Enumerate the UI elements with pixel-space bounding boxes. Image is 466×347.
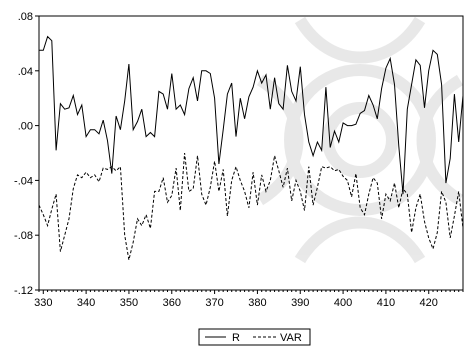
x-tick-label: 420 xyxy=(420,297,438,309)
x-tick-label: 410 xyxy=(377,297,395,309)
legend: R VAR xyxy=(198,328,311,346)
x-tick-label: 340 xyxy=(77,297,95,309)
x-tick-label: 360 xyxy=(163,297,181,309)
y-tick-label: -.12 xyxy=(14,285,33,297)
y-tick-label: .00 xyxy=(18,121,33,133)
legend-label-r: R xyxy=(232,332,240,344)
x-tick-label: 380 xyxy=(248,297,266,309)
plot-area xyxy=(38,15,464,291)
y-tick-label: .08 xyxy=(18,11,33,23)
x-axis: 330 340 350 360 370 380 390 400 410 420 xyxy=(34,290,464,309)
x-tick-label: 330 xyxy=(34,297,52,309)
x-tick-label: 370 xyxy=(205,297,223,309)
x-tick-label: 390 xyxy=(291,297,309,309)
y-tick-label: -.08 xyxy=(14,230,33,242)
y-tick-label: -.04 xyxy=(14,175,33,187)
x-tick-label: 400 xyxy=(334,297,352,309)
series-r-line xyxy=(39,35,463,195)
y-tick-label: .04 xyxy=(18,66,33,78)
plot-frame xyxy=(38,15,464,291)
watermark xyxy=(256,16,464,264)
x-tick-label: 350 xyxy=(120,297,138,309)
legend-label-var: VAR xyxy=(280,332,302,344)
y-axis: .08 .04 .00 -.04 -.08 -.12 xyxy=(14,11,39,297)
